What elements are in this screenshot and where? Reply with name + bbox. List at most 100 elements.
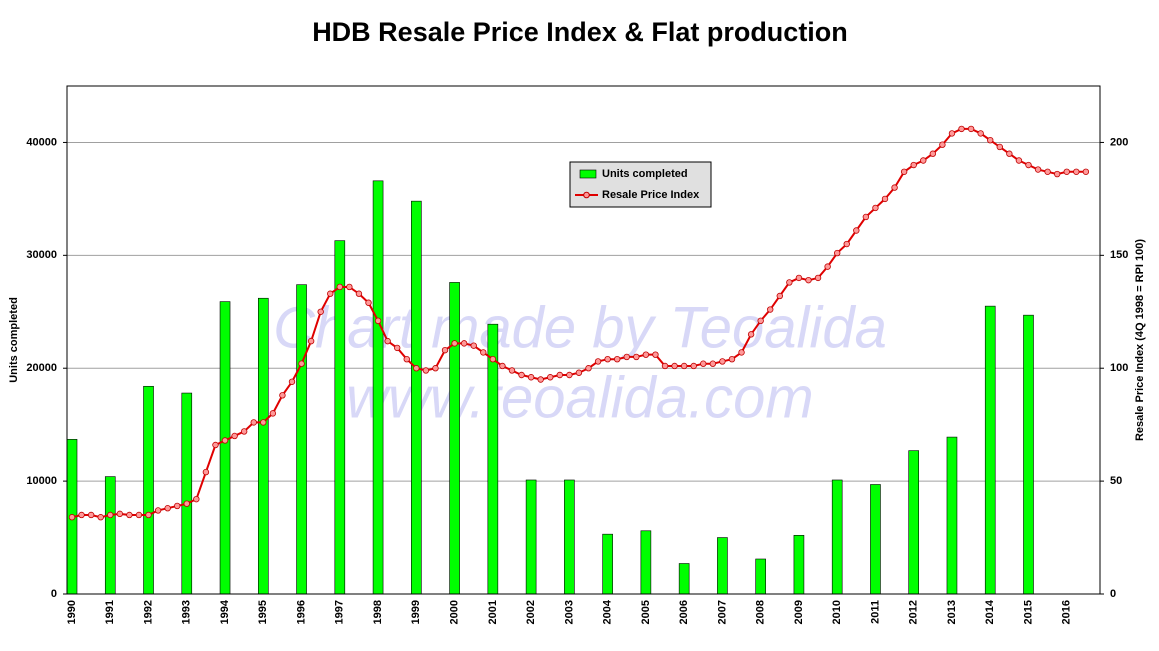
line-point <box>853 227 860 234</box>
line-point <box>240 428 248 435</box>
x-tick-label: 2005 <box>640 600 652 624</box>
line-point <box>126 511 133 519</box>
line-point <box>145 511 152 519</box>
legend-label: Resale Price Index <box>602 189 700 201</box>
line-point <box>719 358 726 365</box>
line-point <box>135 511 143 519</box>
line-point <box>527 374 535 381</box>
line-point <box>814 274 822 282</box>
line-point <box>843 240 850 248</box>
y-tick-label: 10000 <box>26 475 57 487</box>
line-point <box>327 290 334 297</box>
legend-swatch <box>579 169 597 179</box>
line-point <box>623 353 630 361</box>
x-tick-label: 2001 <box>487 600 499 624</box>
bar <box>525 479 537 595</box>
line-point <box>575 369 583 376</box>
x-tick-label: 2004 <box>602 599 614 624</box>
y2-tick-label: 100 <box>1110 362 1128 374</box>
x-tick-label: 2014 <box>984 599 996 624</box>
line-point <box>346 283 353 291</box>
line-point <box>547 374 554 381</box>
bar <box>449 282 460 595</box>
bar <box>411 200 422 595</box>
line-point <box>537 376 544 383</box>
line-point <box>920 157 927 164</box>
bar <box>640 530 652 595</box>
line-point <box>489 355 497 363</box>
line-point <box>872 204 879 212</box>
line-point <box>403 355 410 363</box>
y-tick-label: 0 <box>51 588 57 600</box>
line-point <box>365 299 372 306</box>
chart-title: HDB Resale Price Index & Flat production <box>312 17 848 47</box>
x-tick-label: 2011 <box>869 600 881 624</box>
line-point <box>394 344 401 352</box>
x-tick-label: 1990 <box>66 600 78 624</box>
line-point <box>1006 150 1013 157</box>
x-tick-label: 1994 <box>219 599 231 624</box>
line-point <box>470 342 477 349</box>
line-point <box>260 419 267 426</box>
y-tick-label: 30000 <box>26 249 57 261</box>
y-tick-label: 40000 <box>26 136 57 148</box>
line-point <box>910 161 917 169</box>
line-point <box>422 367 430 374</box>
line-point <box>202 468 210 476</box>
line-point <box>183 500 190 507</box>
line-point <box>374 317 382 325</box>
line-point <box>298 360 305 367</box>
line-point <box>1025 161 1032 169</box>
legend-box <box>569 161 712 208</box>
bar <box>678 563 690 595</box>
bar <box>104 476 116 595</box>
line-point <box>633 353 640 361</box>
x-tick-label: 1995 <box>257 600 269 624</box>
line-point <box>87 511 95 519</box>
x-tick-label: 1991 <box>104 600 116 624</box>
line-point <box>174 502 181 510</box>
line-point <box>1053 170 1061 178</box>
x-tick-label: 1999 <box>410 600 422 624</box>
line-point <box>355 290 363 297</box>
line-point <box>164 505 171 512</box>
bar <box>908 450 920 595</box>
legend: Units completed Resale Price Index <box>569 161 712 208</box>
x-tick-label: 1996 <box>295 600 307 624</box>
line-point <box>451 340 458 347</box>
line-point <box>795 274 803 282</box>
x-tick-label: 2013 <box>946 600 958 624</box>
x-tick-label: 2000 <box>448 600 460 624</box>
x-tick-label: 2009 <box>793 600 805 624</box>
bar <box>219 301 231 595</box>
line-point <box>757 317 764 325</box>
line-point <box>78 511 85 519</box>
line-point <box>594 358 602 365</box>
bar <box>755 558 766 595</box>
line-point <box>221 437 229 444</box>
line-point <box>738 349 745 356</box>
line-point <box>556 371 564 379</box>
bar <box>870 484 881 595</box>
bar <box>793 534 805 595</box>
line-point <box>116 510 124 518</box>
line-point <box>786 279 793 286</box>
y2-tick-label: 50 <box>1110 475 1122 487</box>
line-point <box>613 355 621 363</box>
legend-label: Units completed <box>602 168 688 180</box>
x-tick-label: 1998 <box>372 600 384 624</box>
bar <box>257 297 269 595</box>
x-tick-label: 2007 <box>716 600 728 624</box>
line-point <box>700 360 707 367</box>
x-tick-label: 2016 <box>1061 600 1073 624</box>
x-tick-label: 2012 <box>908 600 920 624</box>
watermark: www.teoalida.com <box>346 365 813 430</box>
line-point <box>1073 168 1080 175</box>
line-point <box>566 371 573 379</box>
line-point <box>680 362 688 370</box>
line-point <box>671 362 678 370</box>
line-point <box>900 168 908 175</box>
line-point <box>68 514 76 521</box>
line-point <box>585 365 592 372</box>
